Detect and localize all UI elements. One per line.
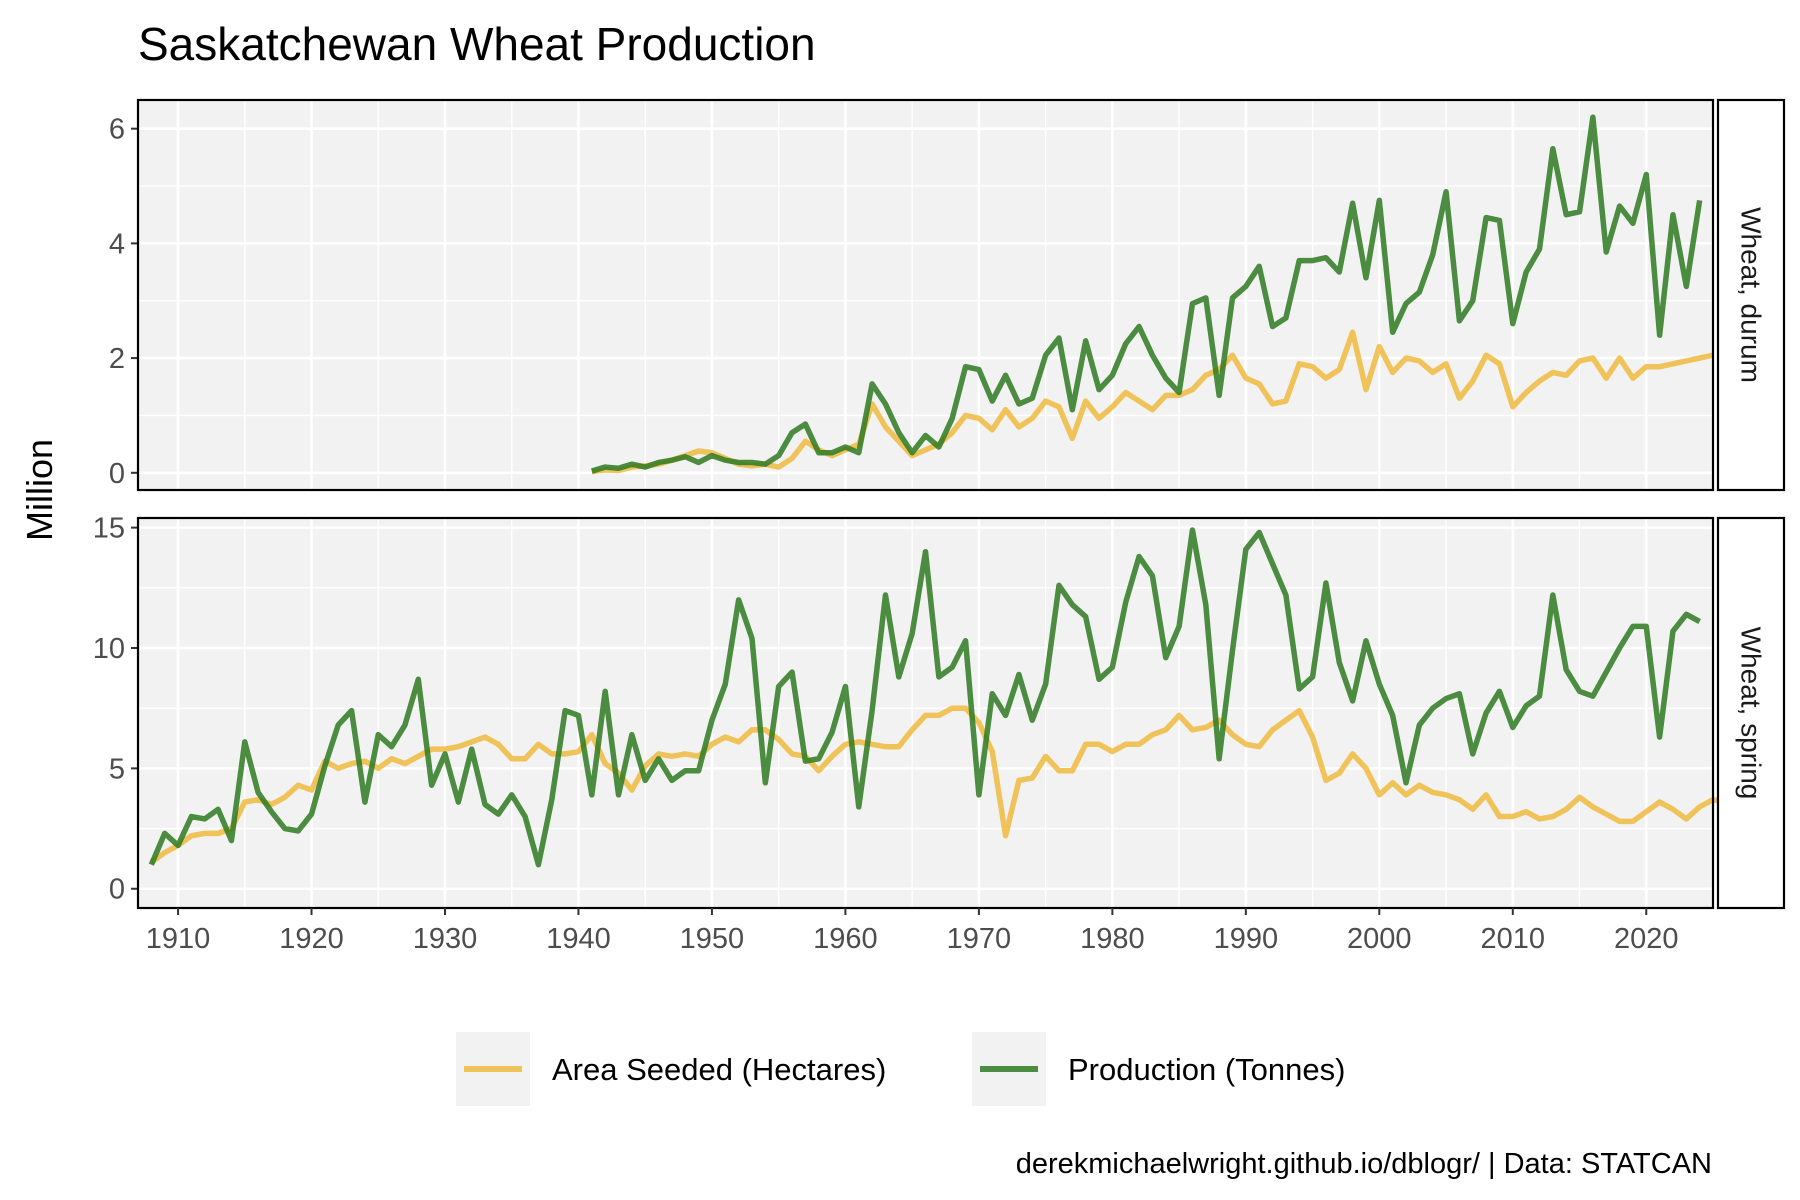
x-tick-label: 2010 <box>1481 923 1546 955</box>
legend-label: Production (Tonnes) <box>1068 1052 1345 1087</box>
y-tick-label: 0 <box>109 874 125 906</box>
legend: Area Seeded (Hectares) Production (Tonnes… <box>456 1032 1345 1106</box>
legend-item-area-seeded-hectares: Area Seeded (Hectares) <box>456 1032 886 1106</box>
x-tick-label: 1980 <box>1080 923 1145 955</box>
x-tick-label: 1920 <box>279 923 344 955</box>
series-line-production-tonnes <box>148 527 1701 868</box>
y-tick-label: 4 <box>109 228 125 260</box>
y-tick-label: 6 <box>109 114 125 146</box>
y-tick-label: 2 <box>109 343 125 375</box>
x-tick-label: 1950 <box>680 923 745 955</box>
x-tick-label: 1940 <box>546 923 611 955</box>
legend-label: Area Seeded (Hectares) <box>552 1052 886 1087</box>
panel-wheat-spring: 0 5 10 15 Wheat, spring <box>93 513 1786 910</box>
series-line-area-seeded-hectares <box>149 705 1727 865</box>
x-tick-label: 1990 <box>1214 923 1279 955</box>
strip-box <box>1716 98 1786 492</box>
x-tick-label: 1910 <box>146 923 211 955</box>
x-tick-label: 2000 <box>1347 923 1412 955</box>
strip-box <box>1716 516 1786 910</box>
strip-label: Wheat, spring <box>1736 627 1767 800</box>
y-tick-label: 5 <box>109 753 125 785</box>
caption: derekmichaelwright.github.io/dblogr/ | D… <box>1016 1148 1712 1180</box>
panel-border <box>136 98 1715 492</box>
legend-item-production-tonnes: Production (Tonnes) <box>972 1032 1345 1106</box>
panel-border <box>136 516 1715 910</box>
panels: 0 2 4 6 Wheat, durum 0 5 10 15 Wheat, spring <box>93 98 1786 910</box>
series-line-production-tonnes <box>591 114 1703 474</box>
x-axis: 1910 1920 1930 1940 1950 1960 1970 1980 1990 2000… <box>146 908 1679 955</box>
x-tick-label: 1930 <box>413 923 478 955</box>
chart-title: Saskatchewan Wheat Production <box>138 18 816 70</box>
x-tick-label: 1960 <box>813 923 878 955</box>
y-tick-label: 15 <box>93 513 125 545</box>
x-tick-label: 2020 <box>1614 923 1679 955</box>
panel-background <box>138 100 1713 490</box>
y-tick-label: 0 <box>109 458 125 490</box>
strip-label: Wheat, durum <box>1736 207 1767 383</box>
y-tick-label: 10 <box>93 633 125 665</box>
series-line-area-seeded-hectares <box>591 329 1714 475</box>
panel-wheat-durum: 0 2 4 6 Wheat, durum <box>109 98 1786 492</box>
y-axis-label: Million <box>19 439 60 541</box>
x-tick-label: 1970 <box>947 923 1012 955</box>
